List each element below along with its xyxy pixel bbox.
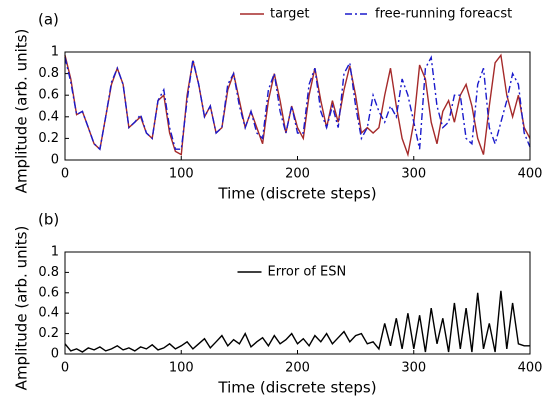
x-axis-label: Time (discrete steps) [217, 379, 376, 397]
y-axis-label: Amplitude (arb. units) [13, 29, 31, 194]
y-tick-label: 0.8 [38, 265, 59, 280]
x-tick-label: 200 [285, 167, 310, 182]
x-axis-label: Time (discrete steps) [217, 185, 376, 203]
y-tick-label: 0.2 [38, 326, 59, 341]
series-line [64, 53, 531, 158]
axes-frame [64, 51, 531, 161]
panel-label: (a) [38, 11, 59, 29]
panel-label: (b) [38, 211, 59, 229]
legend-label: target [270, 7, 310, 22]
x-tick-label: 300 [401, 167, 426, 182]
series-line [64, 290, 530, 353]
axes-frame [64, 251, 531, 355]
legend-label: Error of ESN [268, 265, 347, 280]
y-tick-label: 1 [51, 245, 59, 260]
x-tick-label: 400 [518, 167, 543, 182]
y-tick-label: 0.4 [38, 109, 59, 124]
series-line [64, 55, 531, 151]
y-tick-label: 0.8 [38, 66, 59, 81]
x-tick-label: 0 [61, 167, 69, 182]
y-axis-label: Amplitude (arb. units) [13, 226, 31, 391]
x-tick-label: 100 [169, 167, 194, 182]
y-tick-label: 0.6 [38, 88, 59, 103]
y-tick-label: 0.4 [38, 306, 59, 321]
legend-label: free-running foreacst [375, 7, 512, 22]
y-tick-label: 0 [51, 347, 59, 362]
x-tick-label: 400 [518, 361, 543, 376]
y-tick-label: 1 [51, 45, 59, 60]
y-tick-label: 0 [51, 153, 59, 168]
x-tick-label: 200 [285, 361, 310, 376]
x-tick-label: 100 [169, 361, 194, 376]
y-tick-label: 0.6 [38, 285, 59, 300]
x-tick-label: 300 [401, 361, 426, 376]
y-tick-label: 0.2 [38, 131, 59, 146]
x-tick-label: 0 [61, 361, 69, 376]
